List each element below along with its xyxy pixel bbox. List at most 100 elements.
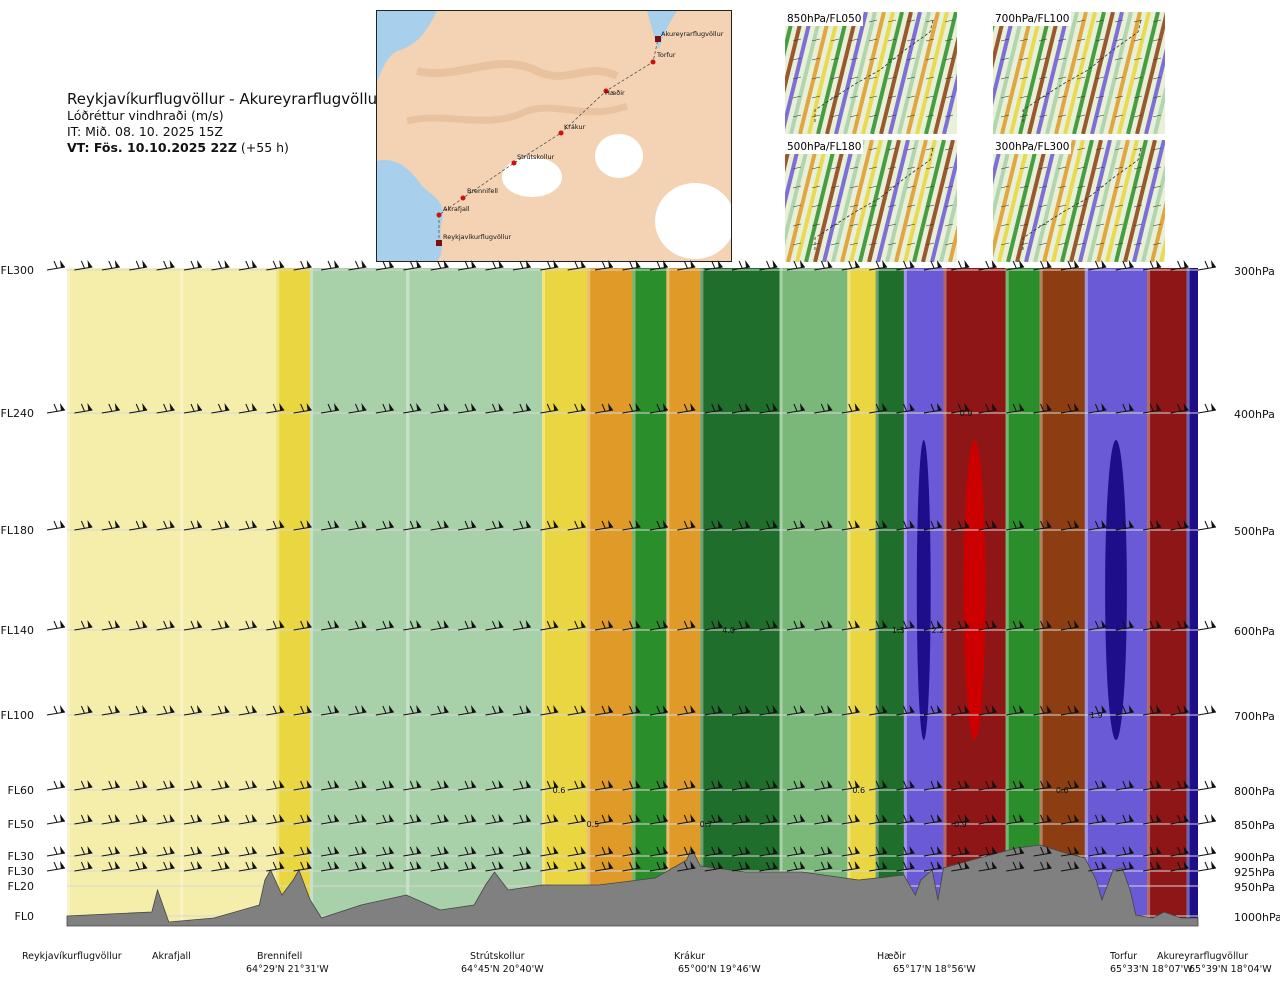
- wind-barb: [677, 861, 696, 872]
- wind-barb: [348, 260, 367, 271]
- mini-barb: [868, 95, 878, 99]
- wind-barb: [704, 620, 723, 631]
- wind-barb: [814, 814, 833, 825]
- wind-barb: [430, 861, 449, 872]
- wind-barb: [1088, 861, 1107, 872]
- mini-stripe: [1114, 140, 1148, 262]
- mini-barb: [1114, 19, 1124, 23]
- mini-barb: [1076, 19, 1086, 23]
- fl-tick-label: FL30: [7, 850, 34, 863]
- mini-map-500-field: [785, 140, 957, 262]
- wind-barb: [595, 403, 614, 414]
- mini-barb: [868, 223, 878, 227]
- wind-barb: [1115, 705, 1134, 716]
- mini-map-300-label: 300hPa/FL300: [993, 140, 1072, 154]
- mini-barb: [830, 204, 840, 208]
- mini-stripe: [1033, 140, 1067, 262]
- mini-barb: [944, 185, 954, 189]
- wind-barb: [266, 620, 285, 631]
- mini-stripe: [993, 140, 1004, 185]
- mini-barb: [925, 95, 935, 99]
- wind-barb: [403, 520, 422, 531]
- wind-barb: [814, 780, 833, 791]
- mini-barb: [792, 185, 802, 189]
- wind-barb: [869, 814, 888, 825]
- mini-barb: [811, 76, 821, 80]
- wind-barb: [841, 705, 860, 716]
- wind-barb: [869, 520, 888, 531]
- wind-barb: [101, 861, 120, 872]
- fjord-north: [647, 11, 677, 49]
- route-title: Reykjavíkurflugvöllur - Akureyrarflugvöl…: [67, 90, 384, 108]
- wind-barb: [1060, 846, 1080, 857]
- wind-barb: [869, 620, 888, 631]
- mini-stripe: [1078, 140, 1112, 262]
- wind-barb: [211, 814, 230, 825]
- wind-barb: [759, 780, 778, 791]
- mini-stripe: [915, 12, 949, 134]
- wind-barb: [293, 846, 312, 857]
- wind-barb: [649, 520, 668, 531]
- mini-stripe: [852, 12, 886, 134]
- band-edge: [1005, 268, 1009, 926]
- mini-map-850[interactable]: 850hPa/FL050: [785, 12, 957, 134]
- wind-barb: [211, 846, 230, 857]
- wind-barb: [732, 861, 751, 872]
- mini-barb: [1152, 147, 1162, 151]
- mini-barb: [1152, 223, 1162, 227]
- wind-barb: [1170, 260, 1189, 271]
- mini-stripe: [1054, 12, 1088, 134]
- wind-barb: [1060, 814, 1080, 825]
- wind-barb: [1115, 814, 1134, 825]
- location-name: Torfur: [1110, 951, 1138, 962]
- mini-map-300[interactable]: 300hPa/FL300: [993, 140, 1165, 262]
- hpa-tick-label: 400hPa: [1234, 408, 1275, 421]
- wind-barb: [375, 861, 394, 872]
- mini-barb: [1114, 38, 1124, 42]
- mini-barb: [1057, 242, 1067, 246]
- map-point-akrafjall: [436, 212, 442, 218]
- fl-tick-label: FL30: [7, 865, 34, 878]
- mini-barb: [792, 95, 802, 99]
- mini-barb: [1038, 166, 1048, 170]
- velocity-core: [963, 440, 986, 740]
- wind-barb: [320, 260, 340, 271]
- wind-barb: [457, 620, 477, 631]
- wind-barb: [512, 814, 531, 825]
- mini-barb: [1114, 204, 1124, 208]
- mini-barb: [925, 166, 935, 170]
- mini-map-500[interactable]: 500hPa/FL180: [785, 140, 957, 262]
- mini-barb: [1152, 185, 1162, 189]
- glacier-1: [502, 157, 562, 197]
- mini-barb: [1133, 19, 1143, 23]
- wind-barb: [430, 705, 449, 716]
- wind-barb: [403, 705, 422, 716]
- wind-barb: [1143, 846, 1162, 857]
- wind-barb: [540, 814, 559, 825]
- mini-barb: [1133, 95, 1143, 99]
- mini-stripe: [1144, 48, 1165, 134]
- mini-barb: [906, 223, 916, 227]
- mini-barb: [868, 76, 878, 80]
- route-map[interactable]: Reykjavíkurflugvöllur Akrafjall Brennife…: [376, 10, 732, 262]
- wind-barb: [156, 620, 175, 631]
- wind-barb: [622, 861, 641, 872]
- mini-route: [814, 147, 934, 250]
- mini-barb: [1000, 166, 1010, 170]
- location-name: Akrafjall: [152, 951, 191, 962]
- mini-stripe: [997, 140, 1031, 262]
- wind-barb: [430, 846, 449, 857]
- wind-barb: [951, 861, 970, 872]
- velocity-band: [847, 268, 876, 926]
- mini-barb: [1076, 57, 1086, 61]
- wind-barb: [485, 814, 504, 825]
- wind-barb: [183, 520, 203, 531]
- wind-barb: [1143, 814, 1162, 825]
- wind-barb: [238, 620, 257, 631]
- mini-barb: [1076, 76, 1086, 80]
- wind-barb: [512, 705, 531, 716]
- mini-barb: [925, 223, 935, 227]
- mini-stripe: [1027, 12, 1061, 134]
- mini-map-700[interactable]: 700hPa/FL100: [993, 12, 1165, 134]
- mini-barb: [1038, 76, 1048, 80]
